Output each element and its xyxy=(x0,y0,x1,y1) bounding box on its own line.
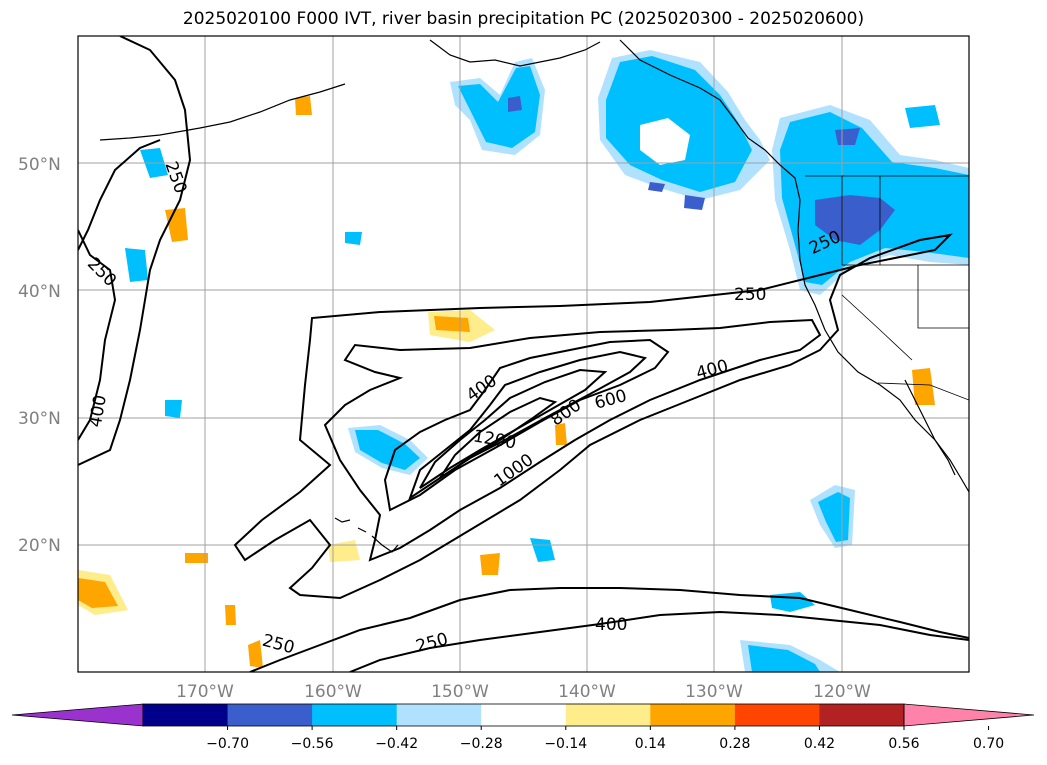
contour-label: 250 xyxy=(160,159,190,196)
anomaly-patch xyxy=(355,430,420,470)
anomaly-patch xyxy=(480,553,500,575)
lon-label: 150°W xyxy=(431,682,489,702)
colorbar-bin xyxy=(227,704,313,726)
ivt-contours xyxy=(78,36,969,672)
anomaly-patch xyxy=(185,553,208,563)
latitude-labels: 20°N 30°N 40°N 50°N xyxy=(18,155,61,556)
colorbar-bin xyxy=(481,704,567,726)
ivt-contour-1200 xyxy=(439,396,558,479)
ivt-contour-250 xyxy=(233,233,953,600)
contour-label: 400 xyxy=(694,356,731,384)
colorbar-tick-label: 0.28 xyxy=(719,736,750,752)
colorbar-tick-label: −0.14 xyxy=(544,736,587,752)
anomaly-patch xyxy=(345,232,362,245)
anomaly-patch xyxy=(434,316,470,332)
anomaly-patch xyxy=(78,578,118,608)
ivt-contour-400 xyxy=(323,318,822,562)
colorbar: −0.70 −0.56 −0.42 −0.28 −0.14 0.14 0.28 0.42 0.5… xyxy=(11,703,1035,752)
coastline-hawaii xyxy=(334,517,399,553)
anomaly-patch xyxy=(684,195,705,210)
contour-label: 250 xyxy=(83,254,120,291)
anomaly-patch xyxy=(835,128,860,145)
ivt-contour-250-south xyxy=(249,587,969,672)
contour-label: 400 xyxy=(595,615,627,635)
contour-label: 400 xyxy=(86,393,111,428)
lat-label: 20°N xyxy=(18,536,61,556)
ivt-contour-250-west2 xyxy=(78,229,117,441)
lon-label: 170°W xyxy=(176,682,234,702)
colorbar-tick-label: 0.56 xyxy=(888,736,919,752)
lat-label: 50°N xyxy=(18,155,61,175)
colorbar-tick-label: −0.56 xyxy=(291,736,334,752)
lon-label: 140°W xyxy=(558,682,616,702)
contour-label: 250 xyxy=(260,631,297,659)
lat-label: 40°N xyxy=(18,282,61,302)
border-state-diag xyxy=(841,294,913,361)
anomaly-patch xyxy=(640,118,690,165)
coastlines xyxy=(99,39,969,553)
colorbar-frame xyxy=(142,703,905,727)
ivt-contour-1000 xyxy=(419,368,608,489)
colorbar-bin xyxy=(396,704,482,726)
contour-label: 1000 xyxy=(490,450,537,491)
ivt-contour-250-nw xyxy=(78,139,161,251)
colorbar-extend-min xyxy=(11,703,144,727)
map-frame xyxy=(77,35,970,673)
coastline-baja xyxy=(904,379,956,476)
colorbar-tick-label: −0.70 xyxy=(206,736,249,752)
anomaly-patch xyxy=(555,423,567,445)
colorbar-tick-label: 0.42 xyxy=(804,736,835,752)
border-state xyxy=(841,176,969,329)
anomaly-patch xyxy=(748,645,820,672)
map-area: 250 250 250 250 250 250 400 400 400 400 … xyxy=(78,36,969,672)
chart-title: 2025020100 F000 IVT, river basin precipi… xyxy=(182,9,865,29)
anomaly-patch xyxy=(125,248,148,282)
colorbar-bin xyxy=(819,704,905,726)
anomaly-patch xyxy=(458,66,540,148)
precip-shading xyxy=(78,50,969,672)
anomaly-patch xyxy=(530,538,555,562)
anomaly-patch xyxy=(815,195,895,245)
coastline-north-america xyxy=(619,39,969,493)
anomaly-patch xyxy=(770,592,815,612)
lon-label: 120°W xyxy=(813,682,871,702)
graticule xyxy=(78,36,969,672)
anomaly-patch xyxy=(606,56,752,192)
longitude-labels: 170°W 160°W 150°W 140°W 130°W 120°W xyxy=(176,682,871,702)
coastline-alaska xyxy=(429,39,601,67)
lon-label: 160°W xyxy=(304,682,362,702)
colorbar-tick-label: −0.28 xyxy=(460,736,503,752)
ivt-contour-600 xyxy=(383,338,670,512)
ivt-contour-250-west xyxy=(78,36,192,466)
anomaly-patch xyxy=(912,368,935,405)
anomaly-patch xyxy=(225,605,236,625)
border-us-mexico xyxy=(877,382,969,401)
ivt-contour-400-south xyxy=(349,610,969,672)
lon-label: 130°W xyxy=(685,682,743,702)
anomaly-patch xyxy=(248,640,263,668)
ivt-contour-800 xyxy=(408,350,648,501)
colorbar-tick-label: 0.14 xyxy=(635,736,666,752)
lat-label: 30°N xyxy=(18,409,61,429)
colorbar-extend-max xyxy=(903,703,1035,727)
colorbar-bin xyxy=(312,704,398,726)
contour-label: 250 xyxy=(734,285,766,305)
colorbar-tick-label: 0.70 xyxy=(973,736,1004,752)
colorbar-bin xyxy=(650,704,736,726)
contour-label: 250 xyxy=(414,629,451,657)
anomaly-patch xyxy=(648,182,665,192)
coastline-aleutians xyxy=(99,83,346,141)
colorbar-bin xyxy=(734,704,820,726)
anomaly-patch xyxy=(295,96,312,115)
ivt-contour-labels: 250 250 250 250 250 250 400 400 400 400 … xyxy=(83,159,844,659)
anomaly-patch xyxy=(508,96,522,112)
colorbar-tick-label: −0.42 xyxy=(375,736,418,752)
anomaly-patch xyxy=(165,400,182,418)
colorbar-bin xyxy=(565,704,651,726)
anomaly-patch xyxy=(905,105,940,128)
contour-label: 1200 xyxy=(472,426,518,453)
colorbar-bin xyxy=(143,704,229,726)
